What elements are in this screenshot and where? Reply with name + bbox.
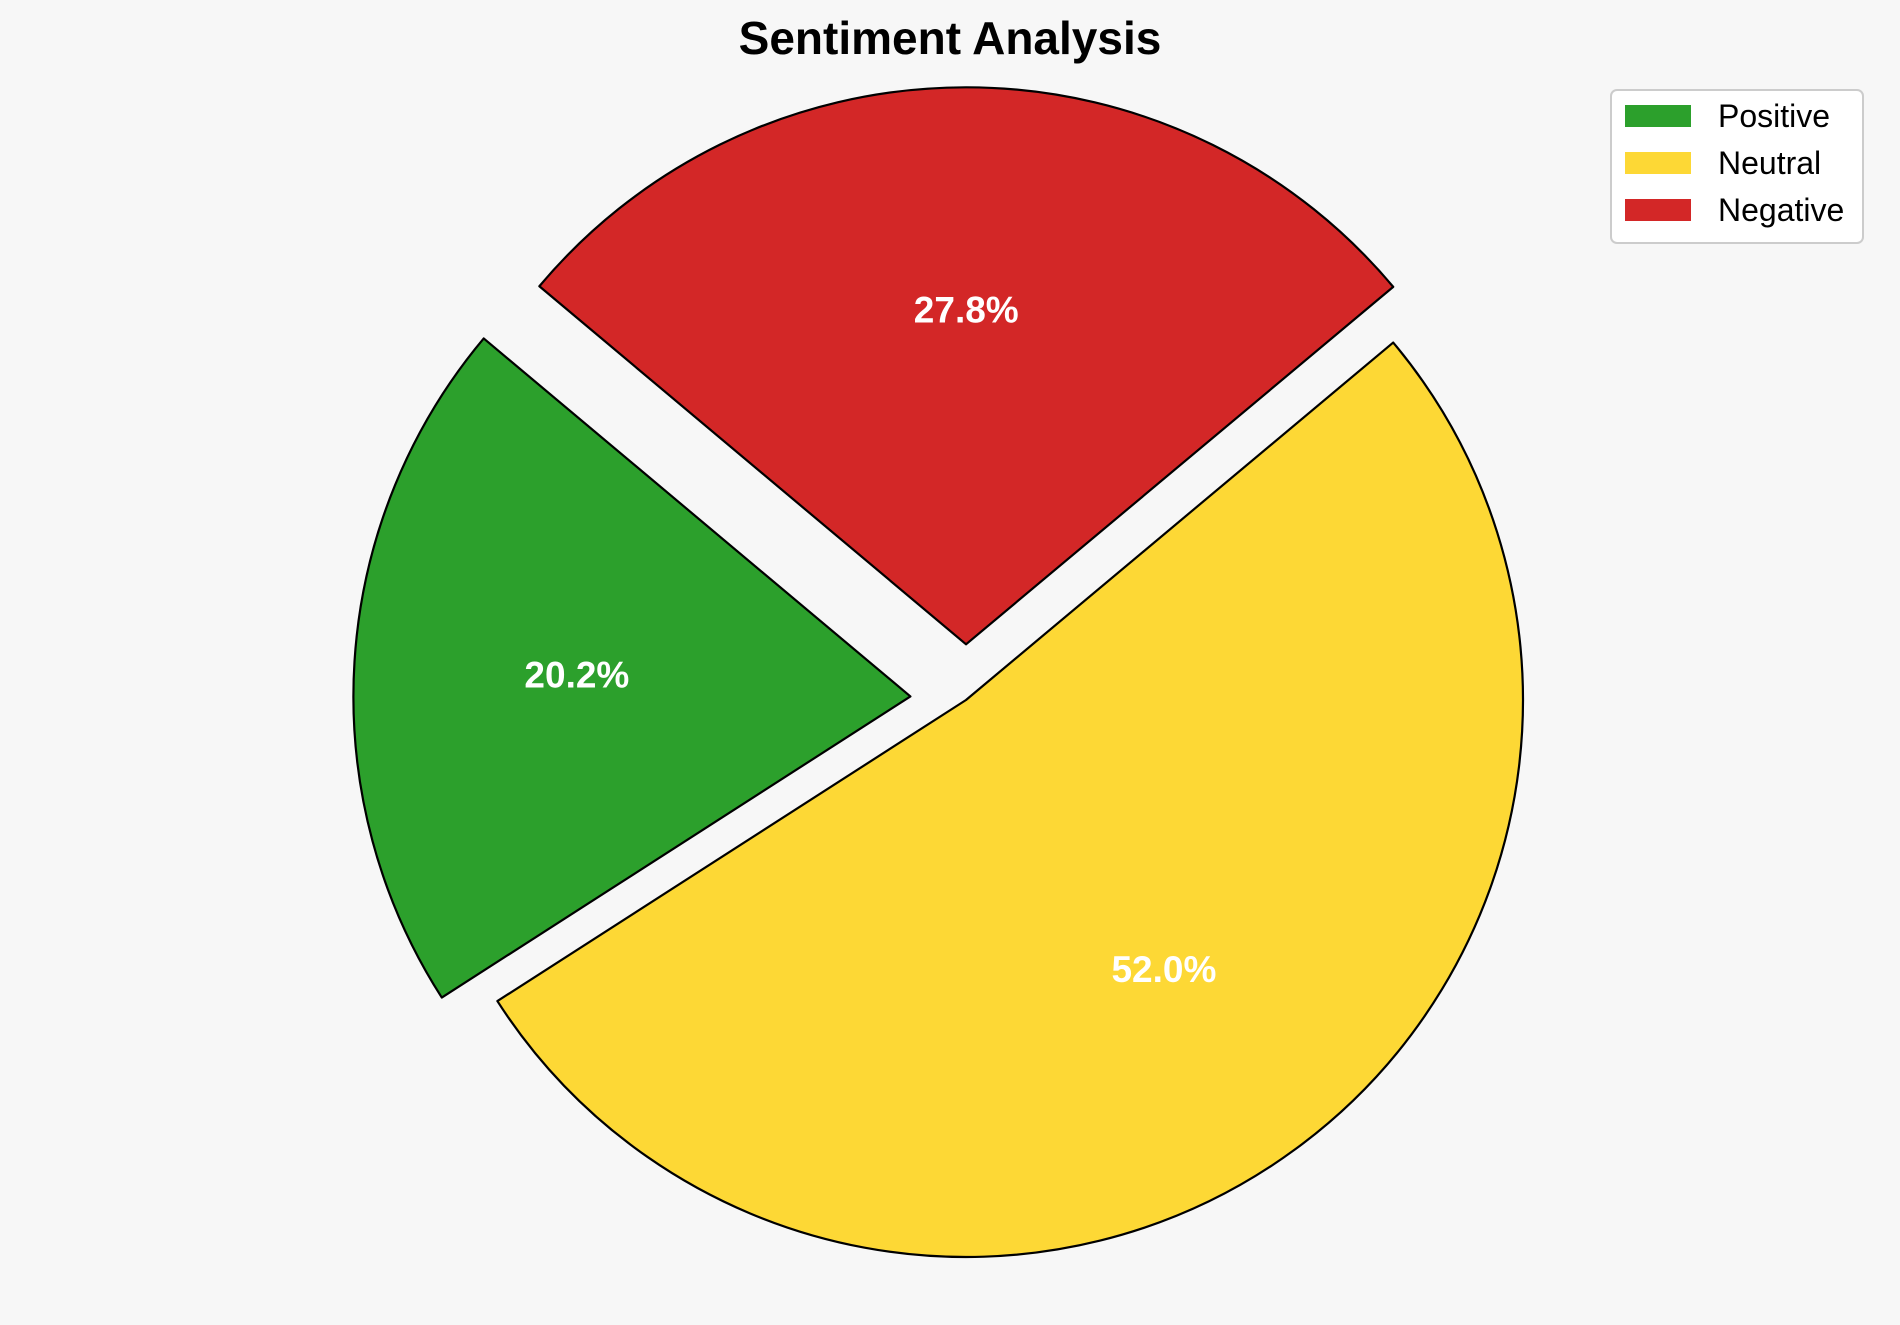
pie-value-label-positive: 20.2% [524,655,629,696]
legend: Positive Neutral Negative [1610,89,1864,244]
legend-label-negative: Negative [1718,192,1844,228]
pie-value-labels: 20.2% 52.0% 27.8% [524,290,1216,990]
legend-swatch-negative [1625,199,1691,221]
chart-title: Sentiment Analysis [739,12,1162,64]
pie-slices [352,86,1525,1259]
pie-slice-neutral [496,341,1525,1259]
legend-swatch-positive [1625,105,1691,127]
legend-label-positive: Positive [1718,98,1830,134]
legend-swatch-neutral [1625,152,1691,174]
pie-slice-positive [352,337,912,999]
legend-items: Positive Neutral Negative [1625,98,1844,228]
pie-value-label-neutral: 52.0% [1111,949,1216,990]
pie-value-label-negative: 27.8% [914,290,1019,331]
legend-label-neutral: Neutral [1718,145,1821,181]
pie-slice-negative [538,86,1395,646]
